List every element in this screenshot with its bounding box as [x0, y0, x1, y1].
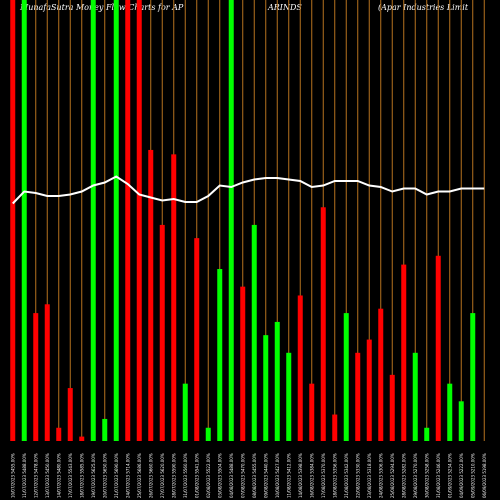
money-flow-bar [33, 313, 39, 441]
x-tick-label: 14/08/2023 5398.00% [298, 453, 303, 498]
x-tick-label: 10/08/2023 5427.00% [275, 453, 280, 498]
x-tick-label: 26/07/2023 5660.00% [148, 453, 153, 498]
x-tick-label: 30/08/2023 5258.00% [424, 453, 429, 498]
x-tick-label: 18/08/2023 5356.00% [332, 453, 337, 498]
money-flow-bar [182, 383, 188, 441]
x-tick-label: 01/08/2023 5541.00% [194, 453, 199, 498]
x-tick-label: 11/08/2023 5412.00% [286, 453, 291, 498]
x-tick-label: 23/08/2023 5318.00% [367, 453, 372, 498]
money-flow-bar [401, 264, 407, 441]
money-flow-bar [447, 383, 453, 441]
x-tick-label: 28/07/2023 5590.00% [171, 453, 176, 498]
x-tick-label: 10/07/2023 5455.00% [10, 453, 15, 498]
x-tick-label: 06/09/2023 5198.00% [482, 453, 487, 498]
x-tick-label: 13/07/2023 5450.00% [45, 453, 50, 498]
x-tick-label: 11/07/2023 5488.00% [22, 453, 27, 498]
x-tick-label: 27/07/2023 5620.00% [160, 453, 165, 498]
money-flow-bar [297, 295, 303, 441]
x-tick-label: 31/08/2023 5246.00% [436, 453, 441, 498]
money-flow-bar [44, 304, 50, 441]
money-flow-bar [424, 427, 430, 441]
money-flow-bar [228, 0, 234, 441]
money-flow-bar [205, 427, 211, 441]
money-flow-bar [366, 339, 372, 441]
money-flow-bar [79, 436, 85, 441]
money-flow-bar [56, 427, 62, 441]
x-tick-label: 02/08/2023 5522.00% [206, 453, 211, 498]
money-flow-bar [67, 388, 73, 441]
money-flow-bar [217, 269, 223, 441]
money-flow-bar [171, 154, 177, 441]
x-tick-label: 03/08/2023 5504.00% [217, 453, 222, 498]
x-tick-label: 04/09/2023 5222.00% [459, 453, 464, 498]
money-flow-bar [470, 313, 476, 441]
money-flow-bar [458, 401, 464, 441]
x-tick-label: 04/08/2023 5488.00% [229, 453, 234, 498]
x-tick-label: 21/08/2023 5342.00% [344, 453, 349, 498]
money-flow-bar [10, 0, 16, 441]
money-flow-bar [240, 286, 246, 441]
money-flow-bar [309, 383, 315, 441]
money-flow-bar [136, 0, 142, 441]
x-tick-label: 24/07/2023 5714.00% [125, 453, 130, 498]
x-tick-label: 09/08/2023 5440.00% [263, 453, 268, 498]
x-tick-label: 08/08/2023 5455.00% [252, 453, 257, 498]
money-flow-bar [125, 0, 131, 441]
money-flow-bar [21, 0, 27, 441]
x-tick-label: 12/07/2023 5478.00% [33, 453, 38, 498]
chart-title-mid: ARINDS [268, 3, 302, 12]
x-tick-label: 25/08/2023 5294.00% [390, 453, 395, 498]
price-line [12, 175, 485, 205]
x-tick-label: 24/08/2023 5306.00% [378, 453, 383, 498]
money-flow-bar [263, 335, 269, 441]
x-tick-label: 19/07/2023 5625.00% [91, 453, 96, 498]
money-flow-bar [355, 352, 361, 441]
x-tick-label: 29/08/2023 5270.00% [413, 453, 418, 498]
money-flow-bar [389, 374, 395, 441]
x-tick-label: 20/07/2023 5650.00% [102, 453, 107, 498]
x-tick-label: 01/09/2023 5234.00% [447, 453, 452, 498]
money-flow-bar [274, 321, 280, 441]
x-tick-label: 16/08/2023 5384.00% [309, 453, 314, 498]
money-flow-bar [102, 418, 108, 441]
money-flow-bar [113, 0, 119, 441]
x-tick-label: 17/07/2023 5543.00% [68, 453, 73, 498]
x-tick-label: 07/08/2023 5470.00% [240, 453, 245, 498]
money-flow-bar [412, 352, 418, 441]
x-tick-label: 22/08/2023 5330.00% [355, 453, 360, 498]
x-tick-label: 14/07/2023 5480.00% [56, 453, 61, 498]
money-flow-bar [378, 308, 384, 441]
money-flow-bar [159, 224, 165, 441]
x-tick-label: 28/08/2023 5282.00% [401, 453, 406, 498]
money-flow-bar [251, 224, 257, 441]
x-tick-label: 25/07/2023 5686.00% [137, 453, 142, 498]
x-tick-label: 05/09/2023 5210.00% [470, 453, 475, 498]
money-flow-bar [286, 352, 292, 441]
chart-title-left: MunafaSutra Money Flow Charts for AP [20, 3, 184, 12]
x-tick-label: 18/07/2023 5585.00% [79, 453, 84, 498]
x-tick-label: 31/07/2023 5560.00% [183, 453, 188, 498]
chart-title-right: (Apar Industries Limit [378, 3, 469, 12]
x-tick-label: 17/08/2023 5370.00% [321, 453, 326, 498]
money-flow-bar [332, 414, 338, 441]
money-flow-bar [435, 255, 441, 441]
x-tick-label: 21/07/2023 5690.00% [114, 453, 119, 498]
money-flow-bar [194, 238, 200, 441]
money-flow-bar [90, 0, 96, 441]
money-flow-bar [320, 207, 326, 441]
money-flow-bar [343, 313, 349, 441]
money-flow-bar [148, 149, 154, 441]
